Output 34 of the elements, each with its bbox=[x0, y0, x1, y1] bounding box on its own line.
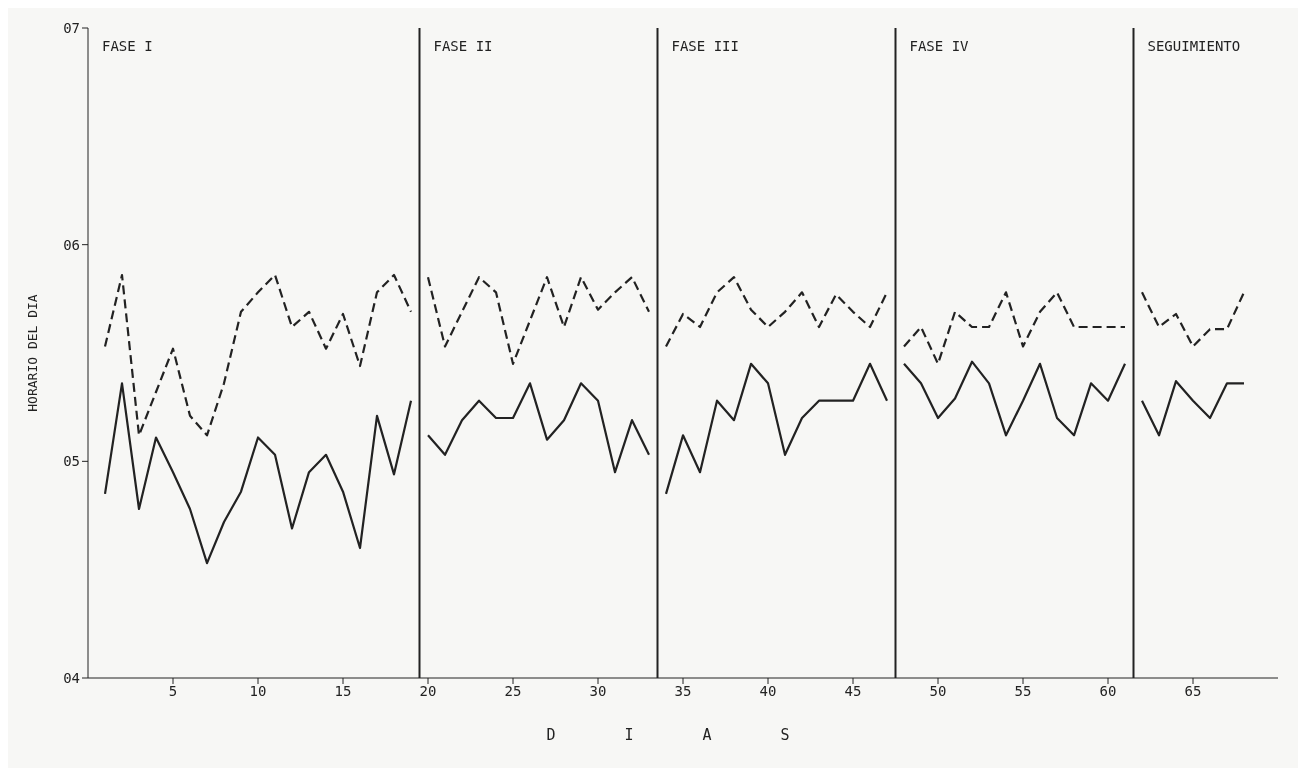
x-tick-label: 60 bbox=[1099, 682, 1117, 699]
x-tick-label: 50 bbox=[929, 682, 947, 699]
x-tick-label: 35 bbox=[674, 682, 692, 699]
line-series bbox=[902, 291, 1127, 365]
x-tick-label: 45 bbox=[844, 682, 862, 699]
line-series bbox=[902, 360, 1127, 437]
line-series bbox=[664, 276, 889, 348]
annotation: FASE II bbox=[433, 37, 493, 54]
y-tick-label: 04 bbox=[63, 669, 80, 686]
annotation: SEGUIMIENTO bbox=[1147, 37, 1241, 54]
y-tick-label: 06 bbox=[63, 236, 80, 253]
line-series bbox=[426, 276, 651, 365]
line-series bbox=[103, 382, 413, 565]
y-axis-title: HORARIO DEL DIA bbox=[24, 294, 40, 412]
line-series bbox=[664, 362, 889, 495]
x-tick-label: 20 bbox=[419, 682, 437, 699]
x-tick-label: 65 bbox=[1184, 682, 1202, 699]
line-series bbox=[1140, 291, 1246, 348]
x-tick-label: 40 bbox=[759, 682, 777, 699]
x-tick-label: 30 bbox=[589, 682, 607, 699]
line-series bbox=[426, 382, 651, 474]
y-tick-label: 07 bbox=[63, 19, 80, 36]
x-tick-label: 55 bbox=[1014, 682, 1032, 699]
x-axis-title: D I A S bbox=[546, 726, 820, 744]
x-tick-label: 10 bbox=[249, 682, 267, 699]
x-tick-label: 25 bbox=[504, 682, 522, 699]
line-series bbox=[1140, 380, 1246, 437]
x-tick-label: 15 bbox=[334, 682, 352, 699]
y-tick-label: 05 bbox=[63, 453, 80, 470]
annotation: FASE I bbox=[102, 37, 153, 54]
x-tick-label: 5 bbox=[168, 682, 178, 699]
annotation: FASE IV bbox=[909, 37, 970, 54]
annotation: FASE III bbox=[671, 37, 739, 54]
line-series bbox=[103, 273, 413, 437]
